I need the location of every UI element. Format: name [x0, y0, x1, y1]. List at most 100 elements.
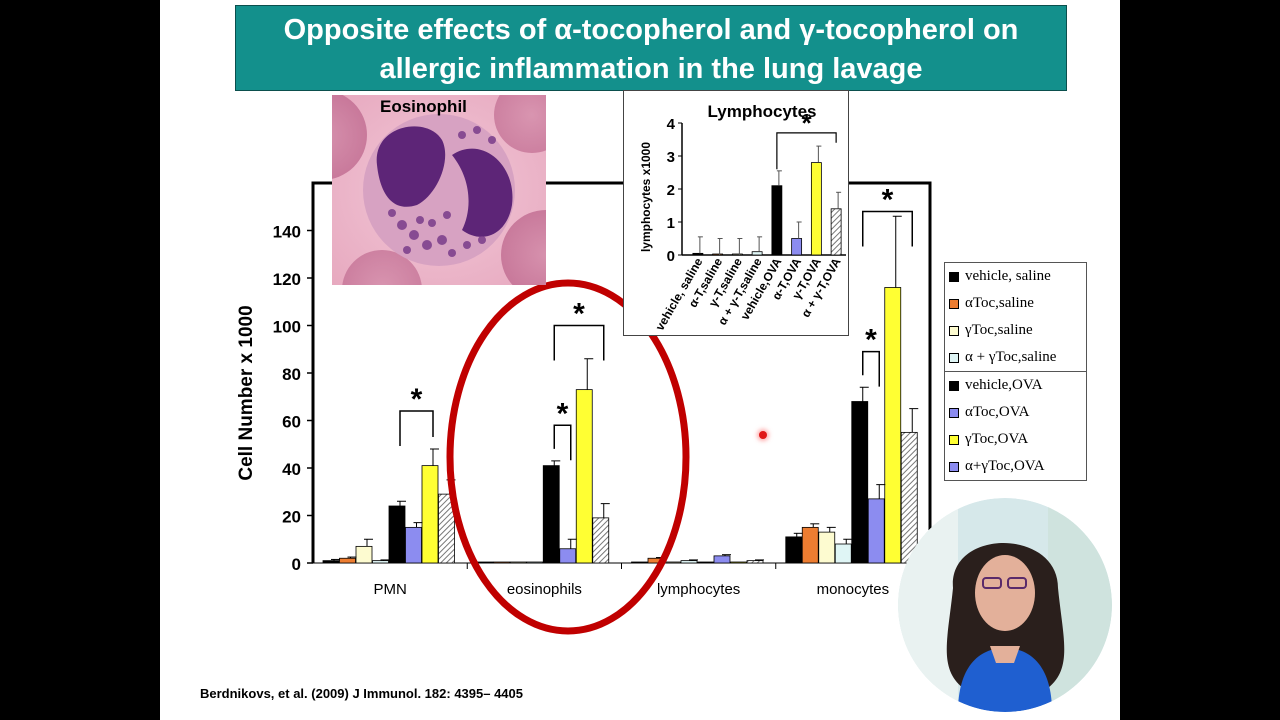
legend-item: vehicle, saline	[945, 263, 1086, 290]
significance-bracket	[553, 324, 605, 361]
bar--Toc-saline-PMN	[372, 560, 389, 564]
legend-swatch	[949, 461, 959, 472]
legend-item: γToc,OVA	[945, 426, 1086, 453]
bar--Toc-saline-monocytes	[801, 526, 819, 564]
legend-item: α+γToc,OVA	[945, 453, 1086, 480]
legend-label: αToc,OVA	[965, 404, 1030, 420]
title-line-1: Opposite effects of α-tocopherol and γ-t…	[283, 14, 1019, 46]
bar-vehicle-saline-monocytes	[785, 536, 803, 564]
significance-bracket	[862, 210, 913, 247]
legend-swatch	[949, 352, 959, 363]
bar-vehicle-OVA-eosinophils	[542, 465, 560, 564]
legend-label: α + γToc,saline	[965, 349, 1057, 365]
legend-label: γToc,saline	[965, 322, 1033, 338]
y-tick-label: 40	[282, 460, 301, 479]
y-tick-label: 120	[273, 270, 301, 289]
significance-star: *	[865, 324, 877, 357]
inset-bar	[751, 251, 763, 256]
y-tick-label: 20	[282, 508, 301, 527]
inset-y-tick-label: 0	[667, 248, 675, 265]
bar--Toc-saline-PMN	[355, 545, 373, 564]
inset-bar	[810, 162, 822, 256]
inset-y-tick-label: 3	[667, 149, 675, 166]
presenter-webcam	[898, 498, 1112, 712]
legend-swatch	[949, 298, 959, 309]
eosinophil-photo	[332, 95, 546, 285]
inset-y-axis-label: lymphocytes x1000	[639, 142, 653, 252]
x-category-label: monocytes	[817, 581, 890, 598]
inset-bar	[791, 238, 803, 256]
bar-vehicle-OVA-lymphocytes	[697, 561, 714, 564]
inset-bar	[830, 208, 842, 256]
legend-swatch	[949, 407, 959, 418]
bar--Toc-OVA-lymphocytes	[746, 560, 764, 564]
inset-y-tick-label: 1	[667, 215, 675, 232]
lymphocytes-inset-chart: Lymphocytes 0 1 2 3 4 lymphocytes x1000 vehicle…	[623, 90, 849, 336]
legend-swatch	[949, 434, 959, 445]
eosinophil-photo-label: Eosinophil	[380, 97, 467, 116]
significance-bracket	[862, 350, 880, 387]
bar--Toc-OVA-lymphocytes	[730, 561, 747, 564]
y-tick-label: 60	[282, 413, 301, 432]
title-line-2: allergic inflammation in the lung lavage	[379, 53, 923, 85]
x-category-label: lymphocytes	[657, 581, 740, 598]
bar--Toc-saline-lymphocytes	[664, 561, 681, 564]
significance-star: *	[411, 383, 423, 416]
bar-vehicle-saline-lymphocytes	[631, 561, 648, 564]
legend-item: α + γToc,saline	[945, 344, 1086, 371]
inset-y-tick-label: 2	[667, 182, 675, 199]
inset-y-tick-label: 4	[667, 116, 676, 133]
y-tick-label: 100	[273, 318, 301, 337]
legend-swatch	[949, 325, 959, 336]
y-tick-label: 80	[282, 365, 301, 384]
bar--Toc-saline-eosinophils	[526, 561, 544, 564]
legend-item: γToc,saline	[945, 317, 1086, 344]
bar--Toc-saline-PMN	[339, 557, 356, 564]
legend-item: αToc,OVA	[945, 399, 1086, 426]
bar--Toc-OVA-eosinophils	[592, 517, 610, 564]
inset-bar	[712, 253, 724, 256]
bar--Toc-saline-eosinophils	[509, 561, 527, 564]
significance-star: *	[573, 298, 585, 331]
inset-significance-star: *	[801, 108, 812, 138]
citation: Berdnikovs, et al. (2009) J Immunol. 182…	[200, 686, 523, 701]
bar-vehicle-OVA-PMN	[388, 505, 406, 564]
bar-vehicle-saline-eosinophils	[476, 561, 494, 564]
bar--Toc-OVA-monocytes	[884, 287, 902, 564]
bar--Toc-saline-lymphocytes	[680, 560, 698, 564]
bar--Toc-OVA-monocytes	[867, 498, 885, 564]
inset-title: Lymphocytes	[708, 102, 817, 121]
chart-legend: vehicle, saline αToc,saline γToc,saline α +…	[944, 262, 1087, 481]
bar--Toc-OVA-eosinophils	[575, 389, 593, 564]
legend-swatch	[949, 380, 959, 391]
legend-label: vehicle,OVA	[965, 377, 1043, 393]
bar--Toc-OVA-monocytes	[900, 431, 918, 564]
slide: Opposite effects of α-tocopherol and γ-t…	[160, 0, 1120, 720]
bar-vehicle-OVA-monocytes	[851, 401, 869, 564]
y-axis-label: Cell Number x 1000	[236, 305, 257, 480]
x-category-label: eosinophils	[507, 581, 582, 598]
legend-label: α+γToc,OVA	[965, 458, 1045, 474]
inset-significance-bracket	[776, 132, 837, 170]
legend-item: vehicle,OVA	[945, 371, 1086, 399]
legend-label: αToc,saline	[965, 295, 1034, 311]
significance-bracket	[553, 424, 572, 461]
significance-bracket	[399, 410, 434, 446]
bar--Toc-saline-monocytes	[834, 543, 852, 564]
inset-bar	[771, 185, 783, 256]
bar--Toc-saline-monocytes	[818, 531, 836, 564]
bar--Toc-saline-eosinophils	[493, 561, 511, 564]
inset-bar	[731, 253, 743, 256]
significance-star: *	[557, 397, 569, 430]
x-category-label: PMN	[373, 581, 406, 598]
slide-title: Opposite effects of α-tocopherol and γ-t…	[235, 5, 1067, 91]
bar--Toc-OVA-PMN	[405, 526, 422, 564]
cursor-pointer-dot	[759, 431, 767, 439]
legend-item: αToc,saline	[945, 290, 1086, 317]
legend-label: γToc,OVA	[965, 431, 1029, 447]
bar--Toc-OVA-PMN	[438, 493, 455, 564]
bar--Toc-OVA-PMN	[421, 465, 439, 564]
eosinophil-highlight-ellipse	[446, 279, 690, 635]
